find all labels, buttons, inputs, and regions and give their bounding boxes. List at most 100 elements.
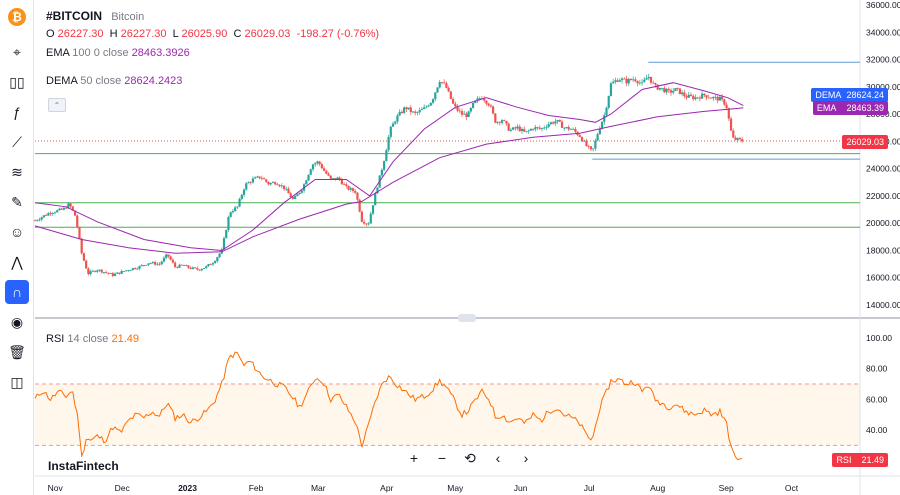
emoji-icon[interactable]: ☺ (9, 224, 25, 240)
dema-badge-value: 28624.24 (846, 90, 884, 100)
candle-body (225, 229, 228, 239)
candle-body (456, 106, 459, 111)
candle-body (358, 199, 361, 212)
candle-body (162, 257, 166, 262)
price-tick-label: 34000.00 (866, 27, 900, 37)
candle-body (176, 266, 179, 268)
cursor-icon[interactable]: ⌖ (13, 43, 21, 60)
candle-body (411, 111, 415, 113)
dema-legend[interactable]: DEMA 50 close 28624.2423 (46, 75, 182, 87)
camera-icon[interactable]: ◫ (10, 373, 24, 390)
candle-body (572, 128, 575, 130)
trendline-icon[interactable]: ⟋ (12, 133, 22, 150)
candle-body (438, 82, 441, 88)
candle-body (360, 211, 363, 222)
candle-body (469, 107, 472, 112)
candles-icon[interactable]: ▯▯ (9, 73, 25, 90)
rsi-legend[interactable]: RSI 14 close 21.49 (46, 333, 139, 345)
candle-body (156, 263, 159, 265)
candle-body (60, 208, 63, 210)
candle-body (527, 130, 530, 132)
scroll-left-button[interactable]: ‹ (486, 446, 510, 470)
candle-body (443, 82, 446, 84)
candle-body (231, 211, 235, 213)
brush-icon[interactable]: ≋ (11, 163, 23, 180)
candle-body (329, 175, 332, 179)
candle-body (580, 136, 584, 142)
candle-body (127, 270, 130, 272)
candle-body (320, 164, 323, 169)
candle-body (111, 273, 114, 276)
ema-price-badge: EMA 28463.39 (812, 101, 888, 115)
magnet-icon[interactable]: ∩ (5, 280, 29, 304)
candle-body (211, 263, 214, 265)
time-tick-label: Mar (311, 483, 326, 493)
candle-body (698, 97, 701, 99)
ema-badge-label: EMA (816, 103, 837, 113)
collapse-legend-button[interactable]: ⌃ (48, 98, 66, 112)
candle-body (49, 213, 52, 215)
candle-body (658, 87, 661, 90)
candle-body (305, 180, 308, 185)
candle-body (607, 96, 610, 108)
high-value: 26227.30 (120, 28, 167, 40)
candle-body (416, 112, 419, 114)
fx-icon[interactable]: ƒ (13, 104, 21, 120)
candle-body (160, 261, 163, 265)
candle-body (603, 115, 606, 122)
candle-body (460, 111, 464, 115)
rsi-tick-label: 80.00 (866, 364, 888, 374)
trash-icon[interactable]: 🗑 (8, 343, 26, 360)
candle-body (256, 176, 259, 178)
reset-chart-button[interactable]: ⟲ (458, 446, 482, 470)
time-tick-label: Aug (650, 483, 665, 493)
candle-body (709, 97, 713, 99)
ema-legend[interactable]: EMA 100 0 close 28463.3926 (46, 47, 190, 59)
candle-body (716, 96, 719, 101)
candle-body (45, 215, 48, 217)
candle-body (216, 257, 219, 262)
candle-body (363, 221, 366, 224)
candle-body (369, 213, 372, 224)
pattern-icon[interactable]: ✎ (11, 193, 23, 210)
candle-body (645, 78, 648, 80)
zoom-out-button[interactable]: − (430, 446, 454, 470)
candle-body (389, 126, 392, 137)
candle-body (96, 270, 99, 272)
candle-body (151, 262, 154, 264)
rsi-badge-label: RSI (836, 455, 852, 465)
dema-badge-label: DEMA (815, 90, 842, 100)
candle-body (300, 190, 303, 193)
eye-icon[interactable]: ◉ (10, 313, 24, 330)
candle-body (518, 126, 521, 132)
candle-body (78, 227, 81, 239)
candle-body (540, 128, 544, 129)
bitcoin-logo-icon: ₿ (8, 8, 26, 26)
candle-body (729, 118, 733, 131)
candle-body (71, 206, 74, 211)
last-price-value: 26029.03 (846, 137, 884, 147)
low-value: 26025.90 (181, 28, 228, 40)
candle-body (51, 213, 54, 214)
candle-body (36, 220, 39, 221)
candle-body (478, 98, 481, 100)
candle-body (701, 93, 704, 99)
candle-body (665, 88, 668, 93)
measure-icon[interactable]: ⋀ (11, 253, 23, 270)
chart-nav-bar: + − ⟲ ‹ › (402, 446, 538, 470)
zoom-in-button[interactable]: + (402, 446, 426, 470)
candle-body (491, 106, 495, 114)
candle-body (336, 177, 339, 180)
candle-body (511, 127, 515, 130)
scroll-right-button[interactable]: › (514, 446, 538, 470)
candle-body (209, 264, 212, 265)
candle-body (387, 136, 390, 151)
candle-body (640, 81, 644, 83)
candle-body (583, 140, 586, 142)
candle-body (727, 108, 730, 119)
candle-body (545, 126, 548, 128)
candle-body (136, 268, 139, 270)
candle-body (165, 254, 168, 258)
candle-body (543, 127, 546, 129)
